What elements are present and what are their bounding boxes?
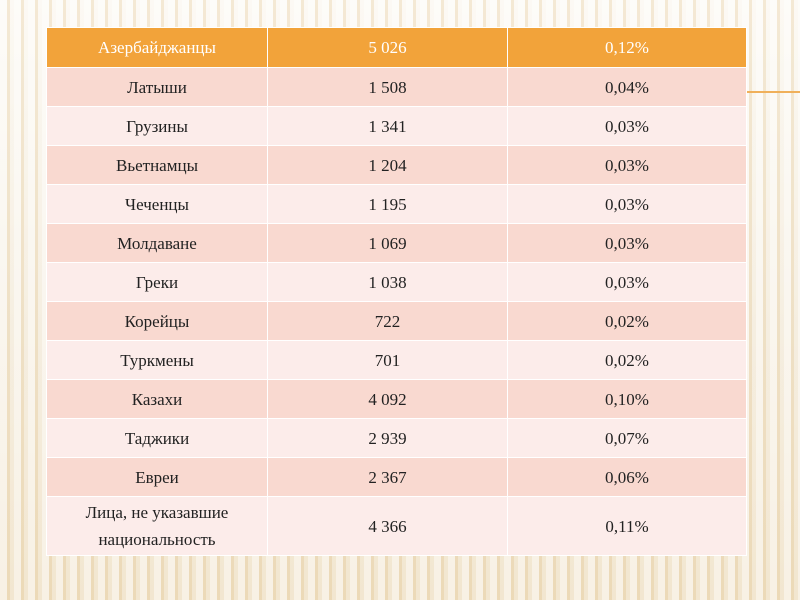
table-row: Латыши 1 508 0,04% [46,67,747,107]
table-row: Греки 1 038 0,03% [46,262,747,302]
count-cell: 722 [267,301,508,341]
nationality-table: Азербайджанцы 5 026 0,12% Латыши 1 508 0… [46,27,747,556]
count-cell: 701 [267,340,508,380]
count-cell: 1 341 [267,106,508,146]
table-row: Таджики 2 939 0,07% [46,418,747,458]
count-cell: 4 092 [267,379,508,419]
table-row: Корейцы 722 0,02% [46,301,747,341]
percent-cell: 0,03% [507,145,747,185]
table-row: Казахи 4 092 0,10% [46,379,747,419]
table-row: Туркмены 701 0,02% [46,340,747,380]
percent-cell: 0,03% [507,184,747,224]
nationality-cell: Таджики [46,418,268,458]
nationality-cell: Латыши [46,67,268,107]
table-row: Лица, не указавшие национальность 4 366 … [46,496,747,556]
percent-cell: 0,03% [507,106,747,146]
nationality-cell: Вьетнамцы [46,145,268,185]
nationality-cell: Молдаване [46,223,268,263]
nationality-cell: Азербайджанцы [46,27,268,68]
table-row: Грузины 1 341 0,03% [46,106,747,146]
percent-cell: 0,02% [507,340,747,380]
nationality-cell: Евреи [46,457,268,497]
table-header-row: Азербайджанцы 5 026 0,12% [46,27,747,68]
count-cell: 1 195 [267,184,508,224]
percent-cell: 0,07% [507,418,747,458]
accent-line [745,91,800,93]
count-cell: 1 204 [267,145,508,185]
table-row: Чеченцы 1 195 0,03% [46,184,747,224]
percent-cell: 0,03% [507,223,747,263]
nationality-cell: Чеченцы [46,184,268,224]
percent-cell: 0,02% [507,301,747,341]
nationality-cell: Грузины [46,106,268,146]
percent-cell: 0,11% [507,496,747,556]
nationality-cell: Корейцы [46,301,268,341]
percent-cell: 0,10% [507,379,747,419]
table-row: Евреи 2 367 0,06% [46,457,747,497]
table-row: Вьетнамцы 1 204 0,03% [46,145,747,185]
count-cell: 2 367 [267,457,508,497]
nationality-cell: Туркмены [46,340,268,380]
count-cell: 1 038 [267,262,508,302]
percent-cell: 0,04% [507,67,747,107]
percent-cell: 0,03% [507,262,747,302]
count-cell: 1 508 [267,67,508,107]
nationality-cell: Греки [46,262,268,302]
count-cell: 2 939 [267,418,508,458]
table-row: Молдаване 1 069 0,03% [46,223,747,263]
percent-cell: 0,12% [507,27,747,68]
count-cell: 5 026 [267,27,508,68]
count-cell: 1 069 [267,223,508,263]
nationality-cell: Лица, не указавшие национальность [46,496,268,556]
percent-cell: 0,06% [507,457,747,497]
count-cell: 4 366 [267,496,508,556]
nationality-cell: Казахи [46,379,268,419]
